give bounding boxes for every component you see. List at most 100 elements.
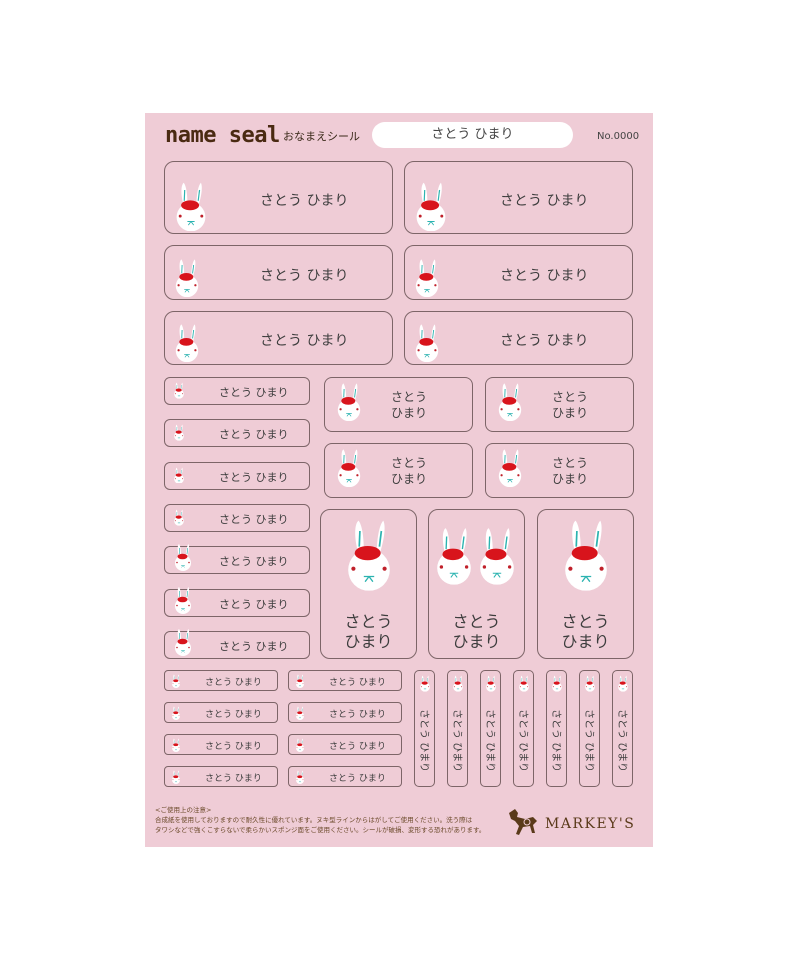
- rabbit-icon: [485, 675, 497, 692]
- rabbit-icon: [295, 770, 305, 784]
- rabbit-icon: [476, 526, 518, 585]
- rabbit-icon: [173, 258, 201, 297]
- name-label: さとう ひまり: [164, 161, 393, 234]
- label-name: ひまり: [452, 632, 501, 651]
- name-label: さとう ひまり: [612, 670, 633, 787]
- name-label: さとう ひまり: [414, 670, 435, 787]
- label-name: さとう ひまり: [418, 709, 429, 773]
- label-name: さとう ひまり: [219, 512, 289, 526]
- label-name: ひまり: [391, 472, 428, 486]
- name-label: さとう ひまり: [324, 443, 473, 498]
- name-label: さとう ひまり: [288, 734, 402, 755]
- name-label: さとう ひまり: [288, 702, 402, 723]
- label-name: さとう ひまり: [260, 267, 349, 284]
- name-label: さとう ひまり: [320, 509, 417, 659]
- rabbit-icon: [173, 586, 193, 614]
- label-name: ひまり: [561, 632, 610, 651]
- name-label: さとう ひまり: [537, 509, 634, 659]
- brand-name: MARKEY'S: [545, 816, 636, 832]
- rabbit-icon: [518, 675, 530, 692]
- name-label: さとう ひまり: [404, 311, 633, 365]
- rabbit-icon: [171, 706, 181, 720]
- label-name: さとう ひまり: [205, 678, 262, 688]
- rabbit-icon: [343, 518, 395, 591]
- rabbit-icon: [173, 424, 185, 441]
- note-title: <ご使用上の注意>: [155, 806, 212, 814]
- name-label: さとう ひまり: [288, 766, 402, 787]
- label-name: ひまり: [391, 406, 428, 420]
- rabbit-icon: [173, 323, 201, 362]
- rabbit-icon: [617, 675, 629, 692]
- name-label: さとう ひまり: [485, 377, 634, 432]
- rabbit-icon: [173, 509, 185, 526]
- name-seal-sheet: name seal おなまえシール さとう ひまり No.0000 さとう ひま…: [145, 113, 653, 847]
- subtitle: おなまえシール: [283, 130, 360, 143]
- rabbit-icon: [419, 675, 431, 692]
- label-name: さとう: [344, 612, 393, 631]
- label-name: さとう ひまり: [500, 192, 589, 209]
- label-name: さとう ひまり: [219, 555, 289, 569]
- name-label: さとう ひまり: [164, 589, 310, 617]
- name-field: さとう ひまり: [372, 122, 573, 148]
- name-label: さとう ひまり: [480, 670, 501, 787]
- label-name: さとう ひまり: [329, 710, 386, 720]
- rabbit-icon: [335, 448, 363, 487]
- label-name: ひまり: [552, 472, 589, 486]
- label-name: さとう ひまり: [219, 386, 289, 399]
- rabbit-icon: [413, 181, 449, 231]
- rabbit-icon: [584, 675, 596, 692]
- name-label: さとう ひまり: [513, 670, 534, 787]
- name-label: さとう ひまり: [447, 670, 468, 787]
- label-name: さとう: [561, 612, 610, 631]
- usage-note: <ご使用上の注意> 合成紙を使用しておりますので耐久性に優れています。ヌキ型ライ…: [155, 805, 485, 835]
- rabbit-icon: [173, 628, 193, 656]
- rabbit-icon: [413, 323, 441, 362]
- label-name: さとう: [552, 390, 589, 404]
- note-line: タワシなどで強くこすらないで柔らかいスポンジ面をご使用ください。シールが破損、変…: [155, 826, 486, 834]
- rabbit-icon: [433, 526, 475, 585]
- sheet-number: No.0000: [597, 131, 640, 142]
- name-label: さとう ひまり: [164, 766, 278, 787]
- rabbit-icon: [171, 770, 181, 784]
- label-name: さとう ひまり: [500, 333, 589, 349]
- name-label: さとう ひまり: [164, 461, 310, 490]
- name-label: さとう ひまり: [164, 670, 278, 691]
- note-line: 合成紙を使用しておりますので耐久性に優れています。ヌキ型ラインからはがしてご使用…: [155, 816, 473, 824]
- rabbit-icon: [173, 382, 185, 399]
- label-name: さとう ひまり: [550, 709, 561, 773]
- label-name: さとう: [452, 612, 501, 631]
- name-label: さとう ひまり: [164, 631, 310, 659]
- rabbit-icon: [413, 258, 441, 297]
- label-name: ひまり: [344, 632, 393, 651]
- label-name: さとう ひまり: [219, 639, 289, 653]
- label-name: さとう ひまり: [451, 709, 462, 773]
- name-label: さとう ひまり: [579, 670, 600, 787]
- rabbit-icon: [295, 738, 305, 752]
- label-name: さとう ひまり: [329, 678, 386, 688]
- rabbit-icon: [173, 181, 209, 231]
- name-label: さとう ひまり: [404, 245, 633, 300]
- rabbit-icon: [496, 448, 524, 487]
- label-name: さとう ひまり: [205, 774, 262, 784]
- name-label: さとう ひまり: [164, 245, 393, 300]
- horse-logo-icon: [509, 809, 537, 835]
- rabbit-icon: [452, 675, 464, 692]
- label-name: さとう ひまり: [484, 709, 495, 773]
- label-name: さとう ひまり: [205, 710, 262, 720]
- label-name: さとう ひまり: [500, 267, 589, 284]
- name-label: さとう ひまり: [164, 377, 310, 405]
- label-name: さとう ひまり: [205, 742, 262, 752]
- label-name: さとう ひまり: [260, 333, 349, 349]
- name-label: さとう ひまり: [428, 509, 525, 659]
- label-name: さとう ひまり: [219, 428, 289, 442]
- rabbit-icon: [560, 518, 612, 591]
- rabbit-icon: [295, 674, 305, 688]
- logo: name seal: [165, 123, 280, 148]
- label-name: ひまり: [552, 406, 589, 420]
- name-label: さとう ひまり: [485, 443, 634, 498]
- name-label: さとう ひまり: [546, 670, 567, 787]
- label-name: さとう: [391, 456, 428, 470]
- name-label: さとう ひまり: [164, 419, 310, 448]
- name-label: さとう ひまり: [164, 546, 310, 575]
- label-name: さとう ひまり: [260, 192, 349, 209]
